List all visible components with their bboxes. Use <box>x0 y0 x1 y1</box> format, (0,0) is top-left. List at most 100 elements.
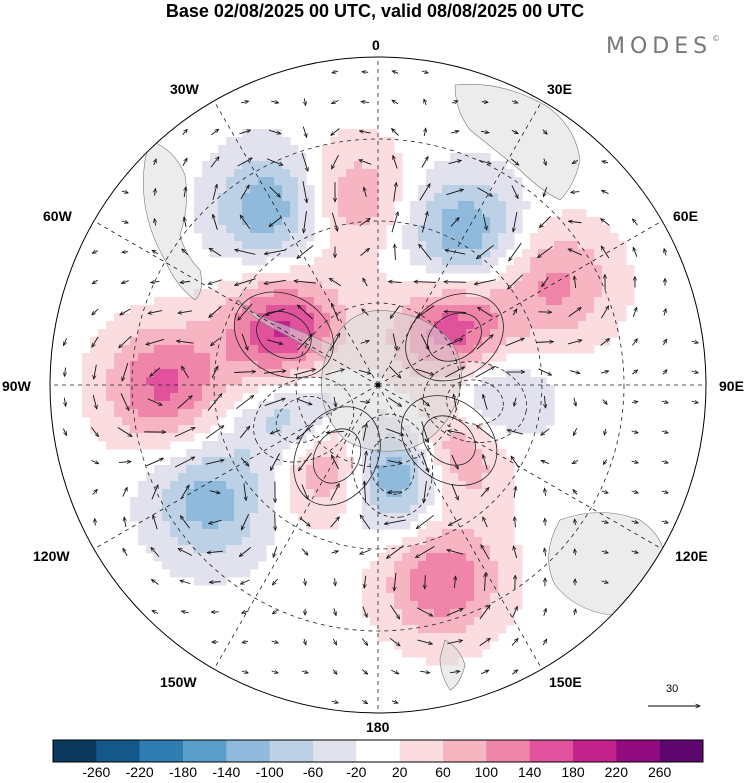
anomaly-cell <box>506 393 515 402</box>
wind-vector <box>509 242 522 261</box>
anomaly-cell <box>130 329 139 338</box>
anomaly-cell <box>458 561 467 570</box>
anomaly-cell <box>266 529 275 538</box>
anomaly-cell <box>98 393 107 402</box>
anomaly-cell <box>370 129 379 138</box>
anomaly-cell <box>434 313 443 322</box>
anomaly-cell <box>490 537 499 546</box>
anomaly-cell <box>266 345 275 354</box>
wind-vector <box>633 219 638 226</box>
anomaly-cell <box>290 217 299 226</box>
anomaly-cell <box>506 537 515 546</box>
anomaly-cell <box>370 593 379 602</box>
anomaly-cell <box>266 153 275 162</box>
anomaly-cell <box>386 185 395 194</box>
anomaly-cell <box>106 433 115 442</box>
anomaly-cell <box>322 265 331 274</box>
anomaly-cell <box>370 577 379 586</box>
anomaly-cell <box>226 217 235 226</box>
anomaly-cell <box>506 473 515 482</box>
anomaly-cell <box>234 385 243 394</box>
anomaly-cell <box>562 321 571 330</box>
anomaly-cell <box>458 177 467 186</box>
anomaly-cell <box>186 337 195 346</box>
anomaly-cell <box>290 353 299 362</box>
anomaly-cell <box>442 201 451 210</box>
anomaly-cell <box>210 193 219 202</box>
anomaly-cell <box>506 185 515 194</box>
anomaly-cell <box>362 481 371 490</box>
anomaly-cell <box>602 329 611 338</box>
anomaly-cell <box>170 537 179 546</box>
anomaly-cell <box>418 649 427 658</box>
anomaly-cell <box>482 353 491 362</box>
anomaly-cell <box>418 297 427 306</box>
anomaly-cell <box>218 577 227 586</box>
wind-vector <box>119 335 132 348</box>
anomaly-cell <box>290 249 299 258</box>
anomaly-cell <box>290 465 299 474</box>
anomaly-cell <box>482 505 491 514</box>
anomaly-cell <box>442 601 451 610</box>
anomaly-cell <box>346 281 355 290</box>
wind-vector <box>269 217 282 226</box>
anomaly-cell <box>202 569 211 578</box>
anomaly-cell <box>442 257 451 266</box>
anomaly-cell <box>218 225 227 234</box>
anomaly-cell <box>234 473 243 482</box>
anomaly-cell <box>498 273 507 282</box>
wind-vector <box>271 641 279 643</box>
anomaly-cell <box>354 305 363 314</box>
anomaly-cell <box>482 265 491 274</box>
anomaly-cell <box>442 265 451 274</box>
anomaly-cell <box>618 257 627 266</box>
anomaly-cell <box>226 489 235 498</box>
anomaly-cell <box>154 385 163 394</box>
wind-vector <box>329 333 340 352</box>
anomaly-cell <box>170 481 179 490</box>
wind-vector <box>92 279 99 284</box>
anomaly-cell <box>186 521 195 530</box>
wind-vector <box>332 71 339 73</box>
anomaly-cell <box>370 473 379 482</box>
anomaly-cell <box>418 569 427 578</box>
anomaly-cell <box>482 297 491 306</box>
anomaly-cell <box>106 441 115 450</box>
anomaly-cell <box>210 161 219 170</box>
anomaly-cell <box>338 177 347 186</box>
anomaly-cell <box>210 457 219 466</box>
anomaly-cell <box>426 641 435 650</box>
anomaly-cell <box>450 449 459 458</box>
anomaly-cell <box>506 585 515 594</box>
anomaly-cell <box>274 305 283 314</box>
anomaly-cell <box>370 569 379 578</box>
wind-vector <box>569 370 580 374</box>
anomaly-cell <box>394 561 403 570</box>
anomaly-cell <box>234 289 243 298</box>
anomaly-cell <box>226 337 235 346</box>
wind-vector <box>417 639 433 644</box>
anomaly-cell <box>442 593 451 602</box>
anomaly-cell <box>530 385 539 394</box>
anomaly-cell <box>266 369 275 378</box>
anomaly-cell <box>362 201 371 210</box>
anomaly-cell <box>242 225 251 234</box>
anomaly-cell <box>306 353 315 362</box>
anomaly-cell <box>570 249 579 258</box>
anomaly-cell <box>138 497 147 506</box>
anomaly-cell <box>290 209 299 218</box>
anomaly-cell <box>290 153 299 162</box>
anomaly-cell <box>194 209 203 218</box>
anomaly-cell <box>578 249 587 258</box>
contour-line <box>400 395 498 486</box>
anomaly-cell <box>322 441 331 450</box>
anomaly-cell <box>498 225 507 234</box>
anomaly-cell <box>210 305 219 314</box>
wind-vector <box>91 427 99 436</box>
anomaly-cell <box>466 545 475 554</box>
anomaly-cell <box>546 393 555 402</box>
wind-vector <box>331 551 339 553</box>
anomaly-cell <box>146 545 155 554</box>
anomaly-cell <box>362 465 371 474</box>
anomaly-cell <box>594 241 603 250</box>
